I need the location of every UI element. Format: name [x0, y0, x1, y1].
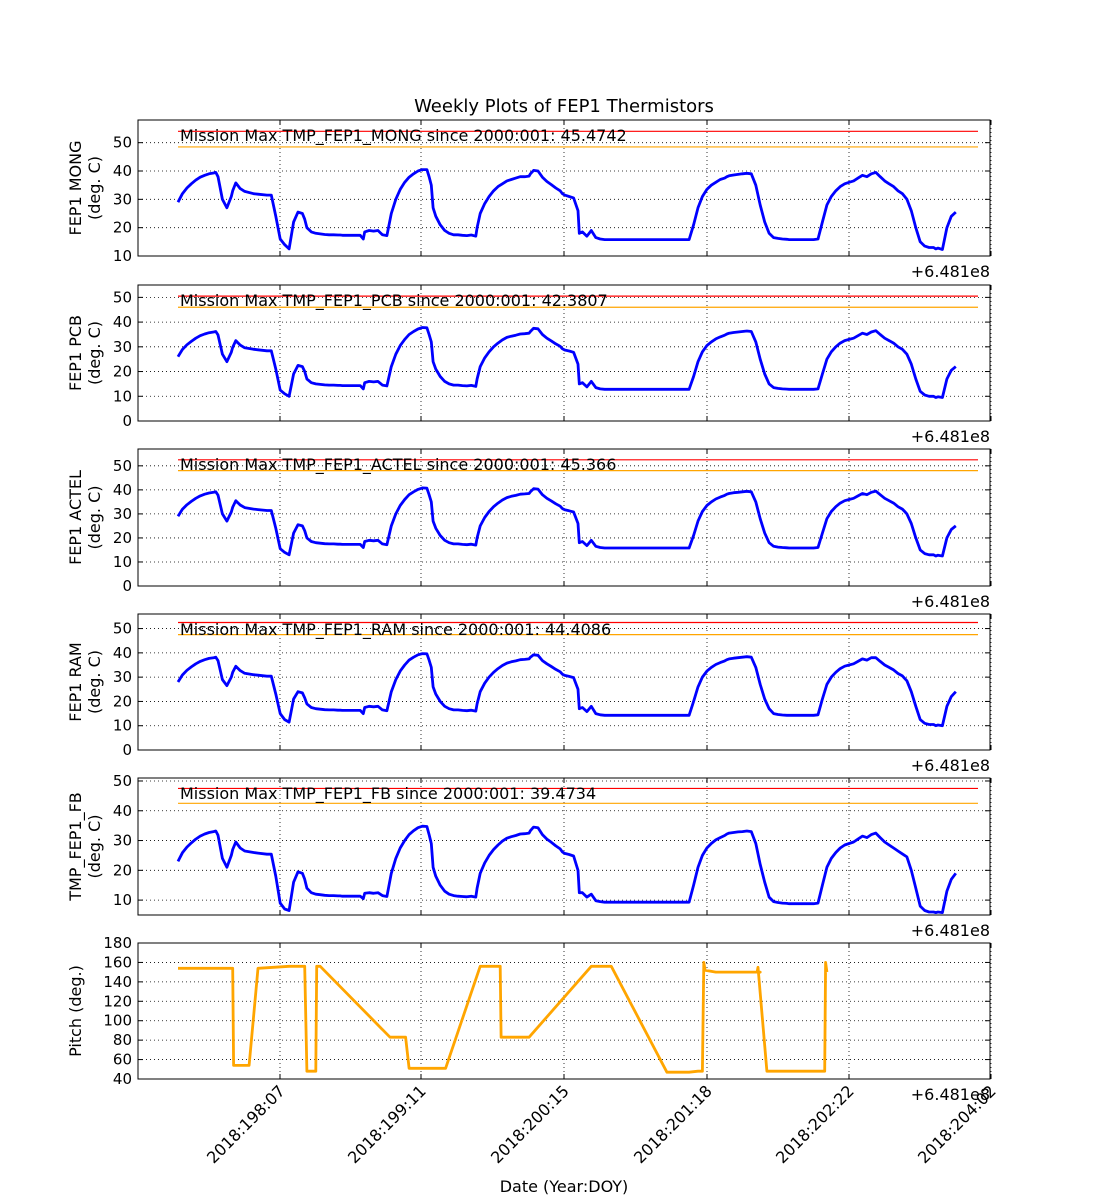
y-tick-label: 30	[113, 505, 132, 523]
y-tick-label: 160	[103, 953, 132, 971]
y-tick-label: 50	[113, 772, 132, 790]
panel-pcb: 0 10 20 30 40 50 Mission Max TMP_FEP1_PCB sinc…	[66, 284, 992, 446]
y-axis-label: FEP1 PCB	[66, 315, 85, 391]
y-tick-label: 40	[113, 802, 132, 820]
y-tick-label: 10	[113, 717, 132, 735]
panel-fb: 10 20 30 40 50 Mission Max TMP_FEP1_FB since …	[66, 772, 992, 940]
annotation-text: Mission Max TMP_FEP1_PCB since 2000:001:…	[180, 291, 608, 311]
y-tick-label: 180	[103, 934, 132, 952]
plot-frame	[137, 284, 991, 422]
x-tick-label: 2018:199:11	[344, 1081, 430, 1167]
y-tick-label: 30	[113, 338, 132, 356]
y-tick-label: 10	[113, 553, 132, 571]
panel-actel: 0 10 20 30 40 50 Mission Max TMP_FEP1_ACTEL si…	[66, 448, 992, 611]
y-tick-label: 10	[113, 891, 132, 909]
y-tick-label: 50	[113, 134, 132, 152]
x-tick-label: 2018:202:22	[772, 1081, 858, 1167]
y-tick-label: 60	[113, 1051, 132, 1069]
annotation-text: Mission Max TMP_FEP1_RAM since 2000:001:…	[180, 620, 611, 640]
annotation-text: Mission Max TMP_FEP1_ACTEL since 2000:00…	[180, 455, 616, 475]
series-line-ram	[176, 652, 957, 728]
y-tick-label: 50	[113, 620, 132, 638]
series-line-actel	[176, 486, 957, 558]
y-tick-label: 40	[113, 481, 132, 499]
y-axis-label: TMP_FEP1_FB	[66, 792, 86, 902]
x-axis-label: Date (Year:DOY)	[500, 1177, 629, 1196]
y-tick-label: 30	[113, 668, 132, 686]
x-offset-text: +6.481e8	[911, 592, 990, 611]
y-axis-label-unit: (deg. C)	[85, 156, 104, 220]
annotation-text: Mission Max TMP_FEP1_FB since 2000:001: …	[180, 784, 596, 804]
y-tick-label: 140	[103, 973, 132, 991]
panel-mong: 10 20 30 40 50 Mission Max TMP_FEP1_MONG sinc…	[66, 119, 992, 281]
plot-frame	[137, 777, 991, 916]
x-tick-label: 2018:201:18	[630, 1081, 716, 1167]
series-line-fb	[176, 824, 957, 914]
x-tick-labels: 2018:198:07 2018:199:11 2018:200:15 2018:20…	[203, 1081, 1000, 1167]
y-tick-label: 20	[113, 363, 132, 381]
x-offset-text: +6.481e8	[911, 427, 990, 446]
x-tick-label: 2018:200:15	[487, 1081, 573, 1167]
y-tick-label: 120	[103, 992, 132, 1010]
series-line-pitch	[178, 961, 829, 1074]
plot-frame	[137, 448, 991, 587]
y-tick-label: 100	[103, 1012, 132, 1030]
y-axis-label: FEP1 ACTEL	[66, 470, 85, 565]
y-tick-label: 0	[122, 741, 132, 759]
series-line-mong	[176, 168, 957, 251]
y-axis-label-unit: (deg. C)	[85, 815, 104, 879]
y-tick-label: 50	[113, 288, 132, 306]
y-tick-label: 0	[122, 412, 132, 430]
y-axis-label: Pitch (deg.)	[66, 965, 85, 1057]
y-tick-label: 40	[113, 644, 132, 662]
y-tick-label: 20	[113, 692, 132, 710]
y-tick-label: 10	[113, 247, 132, 265]
plot-frame	[137, 613, 991, 751]
x-offset-text: +6.481e8	[911, 1085, 990, 1104]
y-axis-label: FEP1 RAM	[66, 642, 85, 721]
x-offset-text: +6.481e8	[911, 262, 990, 281]
x-offset-text: +6.481e8	[911, 921, 990, 940]
y-tick-label: 30	[113, 190, 132, 208]
y-axis-label-unit: (deg. C)	[85, 486, 104, 550]
annotation-text: Mission Max TMP_FEP1_MONG since 2000:001…	[180, 126, 627, 146]
y-tick-label: 20	[113, 219, 132, 237]
chart-panels: 10 20 30 40 50 Mission Max TMP_FEP1_MONG sinc…	[66, 119, 992, 1104]
y-tick-label: 80	[113, 1031, 132, 1049]
y-tick-label: 40	[113, 162, 132, 180]
y-tick-label: 50	[113, 457, 132, 475]
x-tick-label: 2018:198:07	[203, 1081, 289, 1167]
plot-frame	[137, 942, 991, 1080]
y-tick-label: 20	[113, 529, 132, 547]
y-tick-label: 40	[113, 313, 132, 331]
x-offset-text: +6.481e8	[911, 756, 990, 775]
y-axis-label-unit: (deg. C)	[85, 650, 104, 714]
y-axis-label: FEP1 MONG	[66, 141, 85, 236]
plot-frame	[137, 119, 991, 257]
panel-ram: 0 10 20 30 40 50 Mission Max TMP_FEP1_RAM sinc…	[66, 613, 992, 775]
y-tick-label: 0	[122, 577, 132, 595]
y-tick-label: 20	[113, 861, 132, 879]
y-axis-label-unit: (deg. C)	[85, 321, 104, 385]
y-tick-label: 30	[113, 832, 132, 850]
y-tick-label: 10	[113, 387, 132, 405]
series-line-pcb	[176, 326, 957, 399]
chart-title: Weekly Plots of FEP1 Thermistors	[414, 96, 714, 117]
y-tick-label: 40	[113, 1070, 132, 1088]
